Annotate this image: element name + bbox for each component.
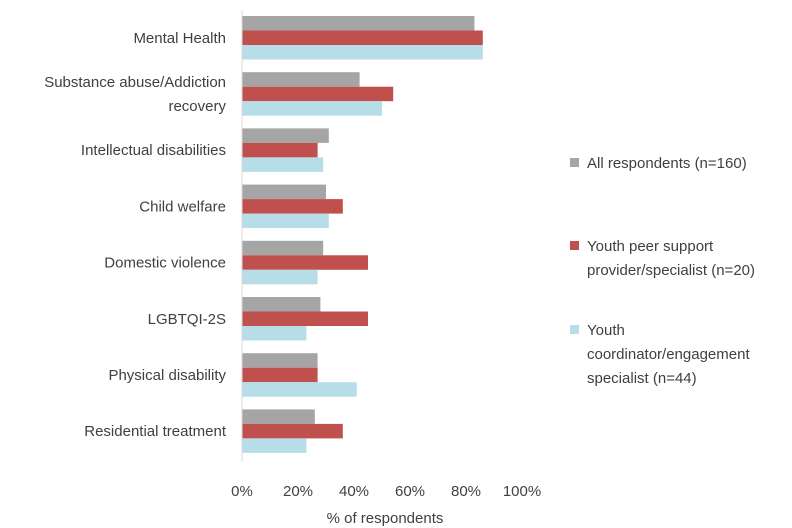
- x-tick-label: 20%: [283, 483, 313, 500]
- bar: [242, 142, 318, 158]
- bar: [242, 184, 326, 200]
- x-tick-label: 100%: [503, 483, 541, 500]
- category-label: Mental Health: [133, 30, 226, 47]
- bar: [242, 101, 382, 116]
- x-axis-label: % of respondents: [327, 510, 444, 527]
- legend-swatch-light-blue: [570, 325, 579, 334]
- bars: [242, 16, 483, 453]
- category-label: Physical disability: [108, 367, 226, 384]
- bar: [242, 157, 324, 172]
- category-label: Child welfare: [139, 198, 226, 215]
- bar: [242, 199, 343, 214]
- bar: [242, 438, 307, 453]
- category-label: Intellectual disabilities: [81, 142, 226, 159]
- bar: [242, 423, 343, 439]
- legend-item-all-respondents: All respondents (n=160): [570, 152, 792, 176]
- x-tick-label: 0%: [231, 483, 253, 500]
- bar: [242, 326, 307, 341]
- bar: [242, 86, 394, 102]
- legend: All respondents (n=160) Youth peer suppo…: [570, 0, 792, 528]
- legend-item-youth-coordinator: Youth coordinator/engagement specialist …: [570, 319, 792, 391]
- category-label: Domestic violence: [104, 255, 226, 272]
- x-tick-label: 60%: [395, 483, 425, 500]
- bar: [242, 367, 318, 383]
- legend-item-youth-peer-support: Youth peer support provider/specialist (…: [570, 235, 792, 283]
- bar: [242, 409, 315, 424]
- bar: [242, 128, 329, 143]
- category-label: Residential treatment: [84, 423, 227, 440]
- category-label: Substance abuse/Addiction recovery: [44, 74, 226, 115]
- bar: [242, 382, 357, 397]
- legend-label: All respondents (n=160): [587, 155, 747, 172]
- bar: [242, 30, 483, 45]
- bar: [242, 269, 318, 285]
- legend-label: Youth peer support provider/specialist (…: [587, 238, 755, 279]
- bar: [242, 297, 321, 312]
- x-tick-label: 80%: [451, 483, 481, 500]
- category-labels: Mental Health Substance abuse/Addiction re…: [44, 30, 227, 440]
- bar-chart: Mental Health Substance abuse/Addiction re…: [44, 10, 541, 527]
- legend-swatch-red: [570, 241, 579, 250]
- bar: [242, 255, 368, 270]
- bar: [242, 240, 324, 256]
- bar: [242, 45, 483, 60]
- x-tick-label: 40%: [339, 483, 369, 500]
- x-tick-labels: 0% 20% 40% 60% 80% 100%: [231, 483, 541, 500]
- legend-label: Youth coordinator/engagement specialist …: [587, 322, 750, 387]
- bar: [242, 353, 318, 368]
- category-label: LGBTQI-2S: [148, 311, 226, 328]
- bar: [242, 311, 368, 326]
- legend-swatch-gray: [570, 158, 579, 167]
- bar: [242, 16, 475, 31]
- bar: [242, 213, 329, 229]
- bar: [242, 72, 360, 87]
